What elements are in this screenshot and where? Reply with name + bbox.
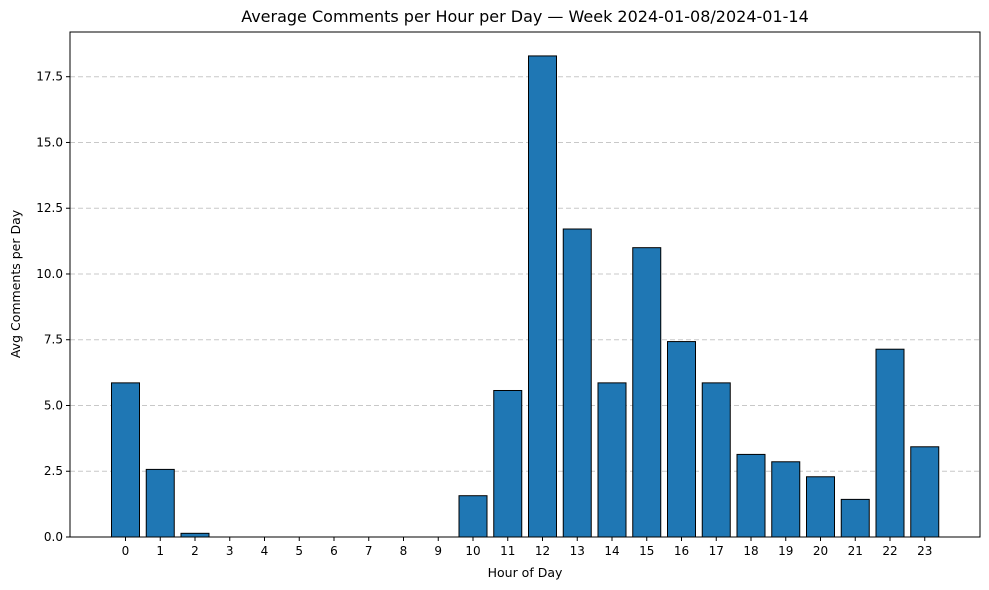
bar-hour-0	[111, 382, 140, 538]
x-tick-label: 3	[226, 544, 234, 558]
chart-title: Average Comments per Hour per Day — Week…	[241, 7, 809, 26]
x-tick-label: 1	[156, 544, 164, 558]
x-tick-label: 9	[434, 544, 442, 558]
bar-hour-1	[145, 468, 175, 538]
x-tick-label: 5	[295, 544, 303, 558]
x-tick-label: 2	[191, 544, 199, 558]
x-tick-label: 19	[778, 544, 793, 558]
x-tick-label: 22	[882, 544, 897, 558]
x-tick-label: 20	[813, 544, 828, 558]
x-tick-label: 23	[917, 544, 932, 558]
x-tick-label: 18	[743, 544, 758, 558]
bars	[111, 55, 940, 538]
bar-hour-16	[667, 341, 696, 538]
bar-hour-12	[528, 55, 557, 538]
x-tick-label: 21	[848, 544, 863, 558]
x-tick-label: 4	[261, 544, 269, 558]
y-tick-label: 17.5	[36, 70, 63, 84]
x-tick-label: 8	[400, 544, 408, 558]
bar-hour-23	[910, 446, 940, 538]
x-tick-label: 7	[365, 544, 373, 558]
y-axis-label: Avg Comments per Day	[8, 209, 23, 358]
bar-hour-15	[632, 247, 662, 538]
bar-hour-14	[597, 382, 627, 538]
y-tick-label: 10.0	[36, 267, 63, 281]
bar-hour-10	[458, 495, 488, 538]
x-tick-label: 16	[674, 544, 689, 558]
bar-hour-20	[806, 476, 835, 538]
y-tick-label: 5.0	[44, 398, 63, 412]
x-tick-label: 17	[709, 544, 724, 558]
bar-hour-13	[562, 228, 592, 538]
bar-hour-17	[701, 382, 731, 538]
bar-hour-11	[493, 389, 523, 538]
grid-lines	[70, 76, 980, 472]
bar-hour-2	[180, 532, 210, 538]
bar-hour-22	[875, 348, 905, 538]
x-tick-label: 15	[639, 544, 654, 558]
bar-hour-19	[771, 461, 801, 538]
y-tick-label: 12.5	[36, 201, 63, 215]
x-tick-label: 12	[535, 544, 550, 558]
x-axis-label: Hour of Day	[488, 565, 563, 580]
x-tick-label: 10	[465, 544, 480, 558]
y-tick-label: 15.0	[36, 135, 63, 149]
x-tick-label: 0	[122, 544, 130, 558]
bar-hour-21	[840, 498, 870, 538]
y-tick-label: 2.5	[44, 464, 63, 478]
x-tick-label: 11	[500, 544, 515, 558]
x-tick-label: 13	[570, 544, 585, 558]
bar-hour-18	[736, 453, 766, 538]
x-tick-label: 6	[330, 544, 338, 558]
y-axis: 0.0 2.5 5.0 7.5 10.0 12.5 15.0 17.5	[36, 70, 70, 544]
x-axis: 0 1 2 3 4 5 6 7 8 9 10 11 12 13 14 15 16 17 18 19 20 21 22 23	[122, 537, 932, 558]
y-tick-label: 0.0	[44, 530, 63, 544]
x-tick-label: 14	[604, 544, 619, 558]
plot-frame	[69, 31, 981, 538]
y-tick-label: 7.5	[44, 333, 63, 347]
